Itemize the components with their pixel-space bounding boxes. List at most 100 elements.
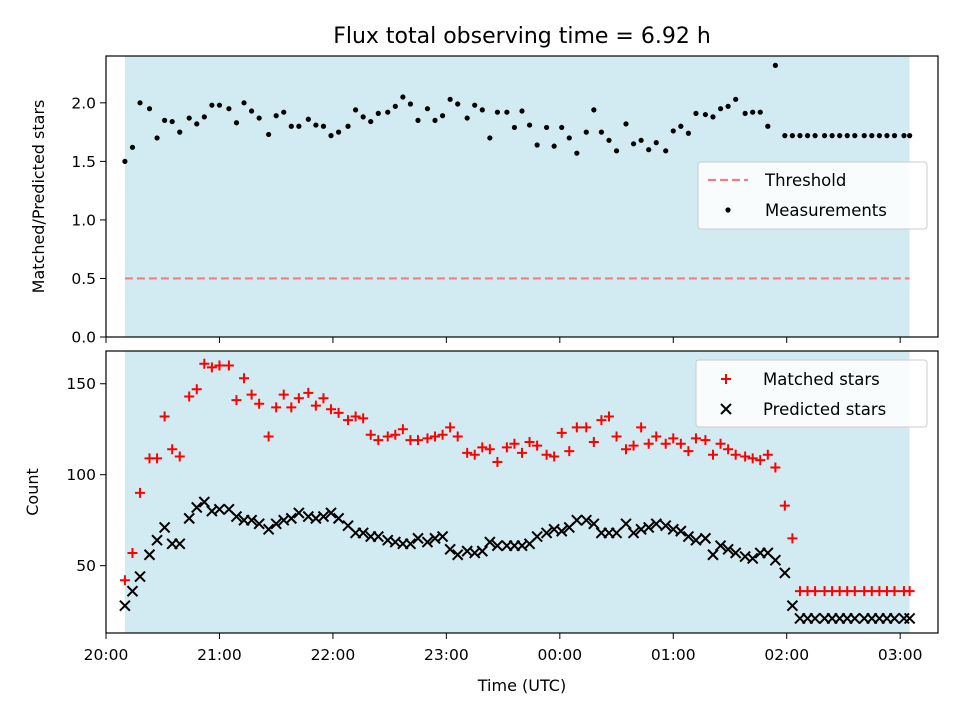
measurement-point (455, 101, 461, 107)
predicted-star-marker (714, 539, 727, 552)
matched-star-marker (509, 438, 520, 449)
measurement-point (566, 135, 572, 141)
measurement-point (782, 133, 788, 139)
measurement-point (901, 133, 907, 139)
matched-star-marker (303, 387, 314, 398)
measurement-point (424, 106, 431, 112)
legend-predicted-swatch (720, 403, 732, 415)
measurement-point (288, 123, 294, 129)
x-axis-label: Time (UTC) (477, 676, 566, 695)
measurement-point (226, 106, 232, 112)
matched-star-marker (715, 438, 726, 449)
measurement-point (335, 129, 342, 135)
measurement-point (852, 133, 858, 139)
measurement-point (646, 147, 652, 153)
measurement-point (678, 123, 684, 129)
measurement-point (146, 106, 153, 112)
predicted-star-marker (143, 549, 156, 561)
matched-star-marker (477, 442, 488, 453)
matched-star-marker (484, 444, 495, 455)
measurement-point (464, 115, 470, 121)
x-tick-label: 03:00 (878, 646, 923, 664)
predicted-star-marker (270, 518, 282, 530)
measurement-point (821, 133, 828, 139)
measurement-point (266, 131, 272, 138)
predicted-star-marker (888, 612, 901, 625)
predicted-star-marker (245, 514, 258, 526)
measurement-points (122, 62, 913, 164)
predicted-star-marker (746, 552, 759, 565)
matched-star-marker (571, 422, 582, 433)
measurement-point (630, 141, 637, 147)
measurement-point (241, 100, 247, 106)
predicted-star-marker (213, 503, 226, 515)
measurement-point (765, 123, 771, 129)
matched-star-marker (167, 444, 178, 455)
x-tick-label: 20:00 (84, 646, 129, 664)
predicted-star-marker (729, 547, 742, 559)
top-legend: Threshold Measurements (697, 161, 928, 230)
predicted-star-marker (317, 510, 330, 523)
matched-star-marker (437, 429, 448, 440)
top-y-tick-label: 1.0 (71, 211, 96, 229)
matched-star-marker (849, 586, 860, 597)
measurement-point (663, 148, 669, 154)
bottom-y-tick-label: 100 (66, 466, 96, 484)
measurement-point (797, 133, 803, 139)
matched-star-marker (651, 431, 662, 442)
measurement-point (305, 116, 311, 122)
measurement-point (375, 110, 381, 116)
predicted-star-marker (198, 496, 211, 508)
measurement-point (209, 102, 215, 108)
measurement-point (368, 118, 374, 125)
matched-star-marker (159, 411, 170, 422)
top-y-tick-label: 2.0 (71, 94, 96, 112)
matched-star-marker (588, 436, 599, 447)
measurement-point (432, 117, 438, 123)
measurement-point (526, 122, 533, 128)
measurement-point (534, 142, 540, 148)
measurement-point (670, 128, 676, 134)
measurement-point (385, 109, 391, 115)
matched-star-marker (596, 415, 607, 426)
predicted-star-marker (412, 532, 424, 545)
matched-star-marker (430, 431, 441, 442)
predicted-star-marker (183, 512, 195, 525)
measurement-point (154, 135, 160, 141)
matched-star-marker (318, 393, 329, 404)
x-tick-label: 21:00 (197, 646, 242, 664)
matched-star-marker (350, 411, 361, 422)
predicted-star-marker (580, 514, 592, 526)
predicted-star-marker (158, 521, 171, 534)
matched-star-marker (214, 360, 225, 371)
matched-star-marker (199, 358, 210, 369)
measurement-point (559, 124, 565, 131)
measurement-point (273, 113, 279, 119)
matched-star-marker (621, 444, 631, 455)
matched-star-marker (549, 451, 560, 462)
measurement-point (750, 109, 756, 115)
measurement-point (543, 124, 550, 131)
measurement-point (447, 96, 453, 102)
measurement-point (869, 133, 875, 139)
measurement-point (194, 121, 200, 127)
measurement-point (162, 117, 168, 123)
measurement-point (591, 107, 597, 113)
bottom-y-tick-label: 150 (66, 375, 96, 393)
matched-star-marker (770, 462, 781, 473)
legend-threshold-label: Threshold (764, 171, 846, 190)
matched-star-marker (779, 500, 790, 511)
matched-star-marker (611, 431, 622, 442)
measurement-point (360, 114, 366, 120)
matched-star-marker (278, 389, 289, 400)
matched-star-marker (541, 449, 552, 460)
matched-star-marker (152, 453, 163, 464)
measurement-point (137, 100, 143, 106)
predicted-star-marker (491, 539, 504, 552)
matched-star-marker (358, 413, 369, 424)
predicted-star-marker (540, 527, 553, 539)
matched-star-marker (293, 393, 304, 404)
measurement-point (844, 133, 850, 139)
measurement-point (472, 102, 478, 108)
matched-star-marker (668, 433, 679, 444)
